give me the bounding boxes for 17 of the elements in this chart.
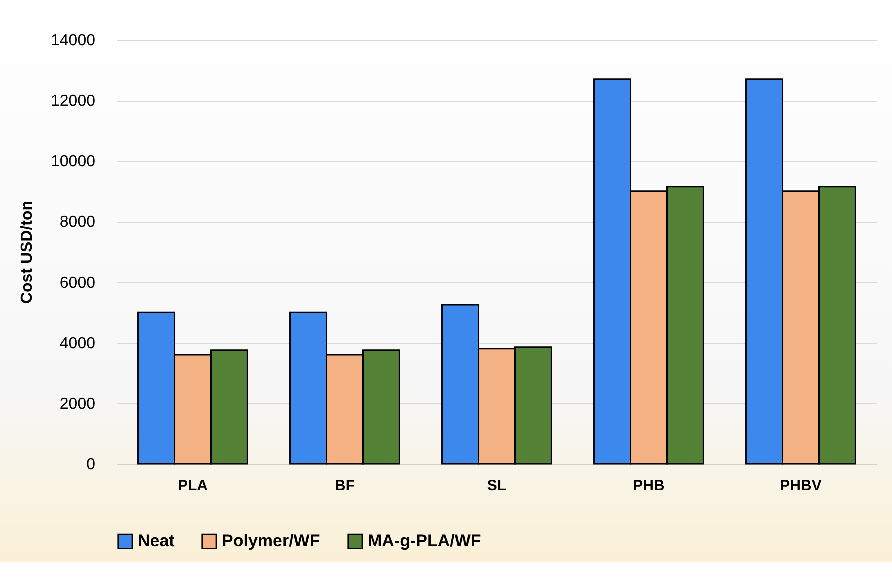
y-tick-label: 12000 xyxy=(51,93,96,110)
y-axis-title: Cost USD/ton xyxy=(19,200,36,304)
y-tick-label: 6000 xyxy=(60,274,96,292)
x-tick-label: BF xyxy=(335,478,355,494)
x-tick-label: SL xyxy=(487,478,507,494)
legend-label: MA-g-PLA/WF xyxy=(368,532,482,551)
x-tick-label: PHB xyxy=(633,478,665,494)
y-tick-label: 10000 xyxy=(51,154,96,171)
y-tick-label: 2000 xyxy=(60,396,96,413)
y-tick-label: 4000 xyxy=(60,335,96,352)
y-tick-label: 0 xyxy=(86,456,96,474)
y-tick-label: 8000 xyxy=(60,214,96,232)
x-tick-label: PHBV xyxy=(780,478,822,494)
legend-label: Neat xyxy=(138,532,176,551)
x-tick-label: PLA xyxy=(178,478,208,494)
legend-label: Polymer/WF xyxy=(222,532,320,551)
y-tick-label: 14000 xyxy=(51,32,96,50)
